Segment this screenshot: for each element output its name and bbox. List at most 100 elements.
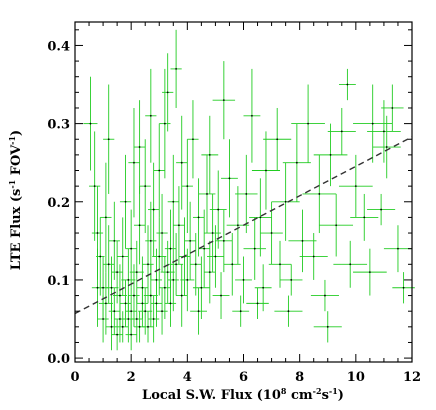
data-point [329, 153, 332, 156]
data-point [192, 138, 194, 141]
data-point [200, 286, 203, 289]
y-axis-label: LTE Flux (s-1 FOV-1) [7, 130, 24, 270]
data-point [276, 138, 279, 141]
data-point [172, 279, 175, 281]
data-point [104, 216, 107, 219]
data-point [163, 122, 166, 125]
data-point [197, 310, 200, 313]
x-tick-label: 4 [183, 370, 192, 385]
data-point [155, 302, 158, 305]
data-point [186, 185, 189, 188]
y-tick-label: 0.4 [47, 39, 70, 54]
data-point [186, 279, 189, 281]
x-tick-label: 0 [70, 370, 79, 385]
data-point [130, 310, 133, 313]
data-point [290, 279, 293, 281]
data-point [295, 161, 298, 164]
data-point [110, 286, 113, 289]
data-point [245, 193, 248, 195]
data-point [152, 318, 155, 320]
data-point [127, 279, 130, 281]
data-point [169, 302, 172, 305]
data-point [155, 279, 158, 281]
data-point [121, 325, 124, 328]
data-point [149, 239, 152, 242]
data-point [259, 216, 262, 219]
data-point [253, 247, 256, 250]
data-point [371, 122, 374, 125]
data-point [102, 318, 104, 320]
data-point [324, 294, 326, 297]
y-tick-label: 0.0 [47, 352, 70, 367]
data-point [217, 208, 220, 211]
data-point [147, 325, 149, 328]
data-point [222, 99, 225, 102]
data-point [147, 263, 149, 266]
data-point [214, 255, 217, 258]
data-point [144, 310, 147, 313]
data-point [380, 208, 383, 211]
data-point [270, 232, 273, 234]
x-tick-label: 8 [295, 370, 304, 385]
data-point [152, 208, 155, 211]
data-point [326, 325, 329, 328]
data-point [161, 232, 163, 234]
data-point [402, 286, 405, 289]
data-point [307, 122, 309, 125]
data-point [211, 232, 214, 234]
data-point [172, 200, 175, 203]
x-tick-label: 2 [127, 370, 136, 385]
data-point [141, 302, 144, 305]
data-point [220, 294, 222, 297]
data-point [284, 200, 287, 203]
data-point [133, 161, 135, 164]
data-point [104, 302, 107, 305]
data-point [279, 263, 281, 266]
data-point [203, 247, 206, 250]
x-tick-label: 12 [403, 370, 421, 385]
data-point [158, 169, 161, 172]
data-point [93, 185, 96, 188]
data-point [228, 177, 231, 180]
data-point [208, 271, 211, 274]
data-point [141, 286, 144, 289]
data-point [169, 247, 172, 250]
data-point [96, 286, 99, 289]
data-point [231, 263, 234, 266]
data-point [149, 294, 152, 297]
data-point [163, 286, 166, 289]
data-point [256, 302, 259, 305]
data-point [110, 325, 113, 328]
data-point [116, 271, 119, 274]
data-point [349, 263, 352, 266]
data-point [133, 294, 135, 297]
data-point [138, 224, 141, 227]
data-point [385, 146, 388, 148]
x-tick-label: 10 [347, 370, 365, 385]
data-point [99, 255, 102, 258]
data-point [124, 200, 127, 203]
data-point [127, 318, 130, 320]
data-point [180, 294, 183, 297]
data-point [178, 224, 180, 227]
data-point [119, 294, 121, 297]
data-point [107, 138, 110, 141]
data-point [180, 161, 183, 164]
data-point [113, 239, 116, 242]
data-point [107, 263, 110, 266]
data-point [130, 333, 133, 336]
data-point [239, 310, 242, 313]
data-point [102, 286, 104, 289]
data-point [346, 83, 349, 86]
data-point [265, 169, 267, 172]
data-point [158, 255, 161, 258]
data-point [89, 122, 92, 125]
y-axis-ticks: 0.0 0.1 0.2 0.3 0.4 [47, 29, 412, 367]
error-bars [83, 29, 415, 351]
x-tick-label: 6 [239, 370, 248, 385]
data-point [166, 271, 169, 274]
data-point [130, 247, 133, 250]
data-point [149, 114, 152, 117]
